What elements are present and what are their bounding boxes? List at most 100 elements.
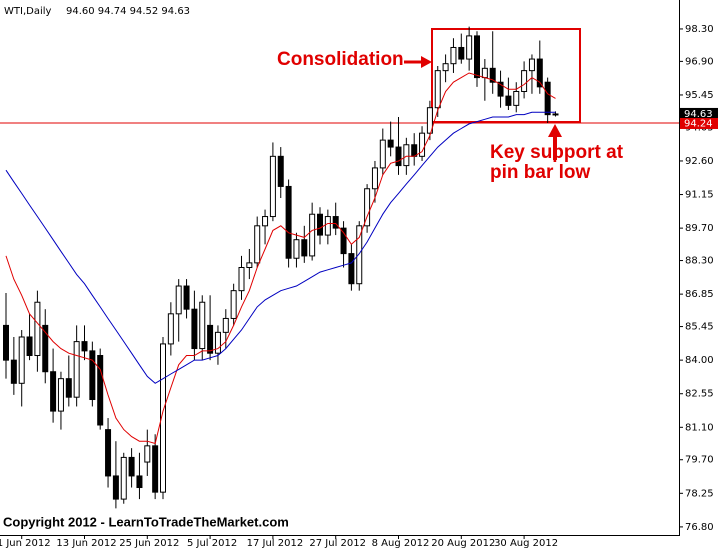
consolidation-box [431, 28, 581, 123]
candle-body [277, 155, 284, 187]
candle-body [419, 132, 426, 157]
candle-body [332, 216, 339, 229]
candle-body [254, 225, 261, 264]
candle-body [293, 239, 300, 259]
candle-body [89, 350, 96, 401]
y-tick-label: 88.30 [685, 256, 714, 267]
candle-body [230, 290, 237, 319]
candle-body [246, 262, 253, 268]
candle-body [481, 67, 488, 79]
candle-body [191, 308, 198, 350]
candle-body [144, 445, 151, 463]
candle-body [364, 188, 371, 227]
candle-body [120, 456, 127, 500]
x-tick-label: 25 Jun 2012 [119, 538, 179, 549]
candle-body [309, 213, 316, 257]
candle-body [128, 456, 135, 477]
y-tick-label: 76.80 [685, 522, 714, 533]
candle-body [348, 253, 355, 285]
candle-body [175, 285, 182, 315]
candle-body [81, 341, 88, 352]
candle-body [497, 81, 504, 97]
x-tick-label: 5 Jul 2012 [187, 538, 237, 549]
candle-body [26, 336, 33, 357]
chart-title: WTI,Daily [4, 6, 52, 17]
candle-body [371, 167, 378, 190]
candle-body [50, 371, 57, 412]
candle-body [65, 378, 72, 398]
y-tick-label: 96.90 [685, 56, 714, 67]
last-price-box [680, 107, 718, 119]
x-tick-label: 30 Aug 2012 [494, 538, 558, 549]
y-tick-label: 84.00 [685, 355, 714, 366]
x-tick-label: 1 Jun 2012 [0, 538, 51, 549]
candle-body [513, 90, 520, 106]
support-note: pin bar low [490, 162, 591, 183]
arrow-head [548, 124, 562, 137]
last-price-label: 94.63 [684, 109, 713, 120]
candle-body [489, 67, 496, 83]
y-tick-label: 95.45 [685, 90, 714, 101]
candle-body [505, 95, 512, 106]
candle-body [324, 216, 331, 236]
y-tick-label: 98.30 [685, 24, 714, 35]
candle-body [10, 359, 17, 384]
x-tick-label: 20 Aug 2012 [431, 538, 495, 549]
candle-body [442, 63, 449, 72]
moving-average [5, 72, 556, 445]
candle-body [301, 239, 308, 257]
candle-body [552, 113, 559, 116]
candle-body [536, 58, 543, 88]
candle-body [356, 225, 363, 285]
candle-body [183, 285, 190, 310]
candle-body [97, 355, 104, 426]
candle-body [521, 70, 528, 92]
candle-body [528, 58, 535, 72]
candle-body [214, 331, 221, 354]
candle-body [317, 213, 323, 236]
x-tick-label: 13 Jun 2012 [56, 538, 116, 549]
candle-body [262, 216, 269, 227]
y-tick-label: 81.10 [685, 422, 714, 433]
candle-body [3, 324, 9, 361]
y-tick-label: 85.45 [685, 322, 714, 333]
candle-body [387, 139, 394, 148]
candle-body [160, 343, 166, 493]
y-tick-label: 91.15 [685, 190, 714, 201]
candle-body [136, 475, 143, 489]
moving-average [5, 111, 556, 384]
candle-body [18, 336, 25, 384]
arrow-head [421, 56, 432, 68]
candle-body [544, 81, 551, 116]
candle-body [395, 146, 402, 167]
y-tick-label: 86.85 [685, 289, 714, 300]
candle-body [340, 227, 347, 255]
candle-body [450, 46, 457, 65]
candle-body [474, 35, 480, 79]
candle-body [222, 317, 229, 333]
candle-body [238, 267, 245, 292]
x-tick-label: 17 Jul 2012 [247, 538, 304, 549]
candle-body [199, 301, 206, 350]
candle-body [73, 341, 80, 398]
candle-body [152, 445, 159, 493]
candle-body [411, 144, 418, 157]
y-tick-label: 89.70 [685, 223, 714, 234]
consolidation-label: Consolidation [277, 49, 404, 70]
candle-body [379, 139, 386, 169]
candle-body [34, 301, 41, 357]
y-tick-label: 82.55 [685, 389, 714, 400]
x-tick-label: 27 Jul 2012 [309, 538, 366, 549]
support-price-label: 94.24 [684, 118, 713, 129]
candle-body [42, 324, 49, 373]
candle-body [285, 185, 292, 259]
candle-body [269, 155, 276, 218]
candle-body [466, 35, 473, 60]
candle-body [167, 313, 174, 345]
x-tick-label: 8 Aug 2012 [372, 538, 430, 549]
candle-body [57, 378, 64, 412]
candle-body [105, 429, 112, 477]
y-tick-label: 92.60 [685, 156, 714, 167]
support-price-box [680, 117, 718, 129]
